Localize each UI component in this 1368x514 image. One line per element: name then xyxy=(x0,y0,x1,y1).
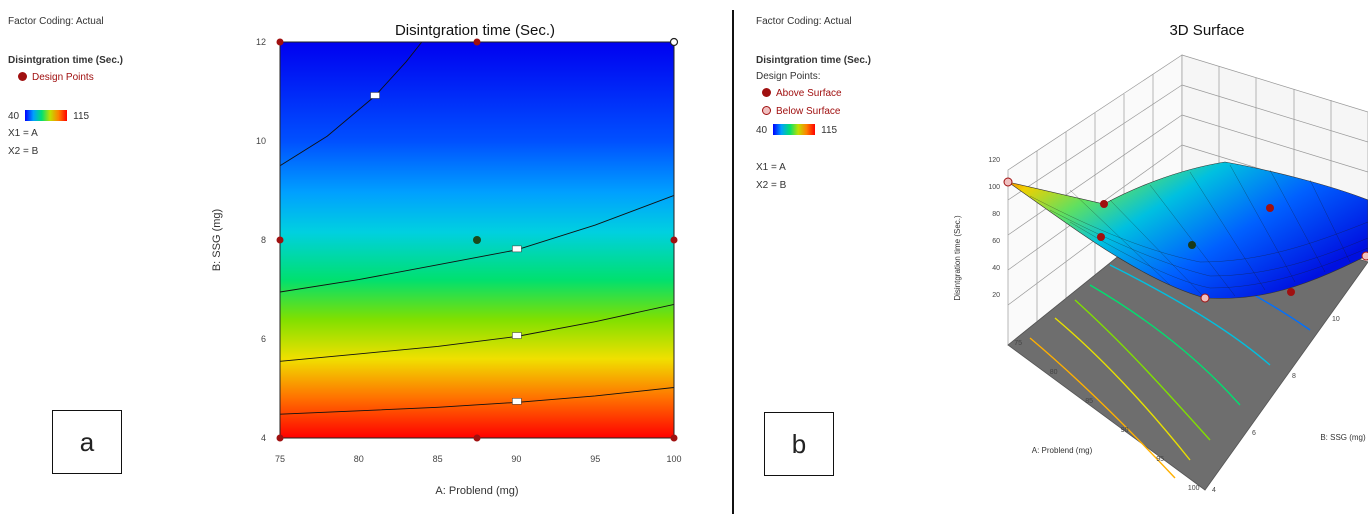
z-tick-label: 40 xyxy=(992,265,1000,272)
design-point xyxy=(276,38,284,46)
z-axis-ticks: 20 40 60 80 100 120 xyxy=(988,157,1000,299)
a-tick-label: 80 xyxy=(1050,369,1058,376)
b-tick-label: 8 xyxy=(1292,373,1296,380)
response-name: Disintgration time (Sec.) xyxy=(8,55,124,66)
contour-label-box xyxy=(512,398,522,405)
panel-label-a: a xyxy=(52,410,122,474)
design-point xyxy=(473,434,481,442)
above-surface-marker-icon xyxy=(762,88,771,97)
above-surface-point xyxy=(1287,288,1295,296)
b-tick-label: 6 xyxy=(1252,430,1256,437)
design-points-label: Design Points xyxy=(32,72,94,83)
design-point xyxy=(669,37,679,47)
below-surface-legend: Below Surface xyxy=(762,106,840,117)
contour-lines xyxy=(279,41,675,415)
z-tick-label: 100 xyxy=(988,184,1000,191)
design-point xyxy=(276,434,284,442)
x-tick-label: 100 xyxy=(666,454,681,464)
scale-max-3d: 115 xyxy=(821,125,838,136)
color-scale-3d: 40 115 xyxy=(756,124,837,136)
below-surface-point xyxy=(1200,293,1210,303)
below-surface-marker-icon xyxy=(762,106,771,115)
x-tick-label: 80 xyxy=(354,454,364,464)
a-tick-label: 95 xyxy=(1156,456,1164,463)
below-surface-label: Below Surface xyxy=(776,106,841,117)
factor-coding-label-3d: Factor Coding: Actual xyxy=(756,16,852,27)
design-point-marker-icon xyxy=(18,72,27,81)
z-axis-label: Disintgration time (Sec.) xyxy=(953,215,962,301)
response-name-3d: Disintgration time (Sec.) xyxy=(756,55,872,66)
color-scale: 40 115 xyxy=(8,110,89,122)
x1-mapping-3d: X1 = A xyxy=(756,162,786,173)
surface-mesh xyxy=(1029,164,1368,299)
b-axis-label-3d: B: SSG (mg) xyxy=(1320,433,1366,442)
contour-line xyxy=(279,303,675,362)
above-surface-legend: Above Surface xyxy=(762,88,842,99)
y-tick-label: 6 xyxy=(261,334,266,344)
scale-max: 115 xyxy=(73,111,90,122)
panel-divider xyxy=(732,10,734,514)
z-tick-label: 120 xyxy=(988,157,1000,164)
x-tick-label: 85 xyxy=(433,454,443,464)
y-axis-ticks: 4 6 8 10 12 xyxy=(256,37,266,443)
design-point xyxy=(670,434,678,442)
x-tick-label: 90 xyxy=(511,454,521,464)
scale-min: 40 xyxy=(8,111,20,122)
contour-line xyxy=(279,387,675,415)
factor-coding-label: Factor Coding: Actual xyxy=(8,16,104,27)
contour-title: Disintgration time (Sec.) xyxy=(395,22,555,39)
x-tick-label: 75 xyxy=(275,454,285,464)
z-tick-label: 60 xyxy=(992,238,1000,245)
design-points-legend: Design Points xyxy=(18,72,94,83)
design-point xyxy=(473,38,481,46)
contour-plot: Disintgration time (Sec.) 75 80 85 90 95 100 … xyxy=(211,22,682,497)
y-axis-label: B: SSG (mg) xyxy=(211,209,223,271)
response-surface xyxy=(1007,161,1368,299)
y-tick-label: 10 xyxy=(256,136,266,146)
z-tick-label: 20 xyxy=(992,292,1000,299)
b-tick-label: 4 xyxy=(1212,487,1216,494)
a-tick-label: 75 xyxy=(1014,340,1022,347)
design-point xyxy=(276,236,284,244)
b-tick-label: 10 xyxy=(1332,316,1340,323)
y-tick-label: 12 xyxy=(256,37,266,47)
a-tick-label: 100 xyxy=(1188,485,1200,492)
color-gradient-bar-3d xyxy=(773,124,816,135)
above-surface-point xyxy=(1097,233,1105,241)
a-tick-label: 90 xyxy=(1121,427,1129,434)
x-axis-ticks: 75 80 85 90 95 100 xyxy=(275,454,682,464)
x-axis-label: A: Problend (mg) xyxy=(435,485,518,497)
x2-mapping-3d: X2 = B xyxy=(756,180,787,191)
below-surface-point xyxy=(1361,251,1368,261)
a-axis-ticks: 75 80 85 90 95 100 xyxy=(1014,340,1199,492)
above-surface-point xyxy=(1100,200,1108,208)
contour-label-box xyxy=(370,92,380,99)
a-tick-label: 85 xyxy=(1085,398,1093,405)
y-tick-label: 8 xyxy=(261,235,266,245)
design-point xyxy=(473,236,481,244)
z-tick-label: 80 xyxy=(992,211,1000,218)
center-point xyxy=(1188,241,1196,249)
above-surface-point xyxy=(1266,204,1274,212)
contour-label-box xyxy=(512,332,522,339)
below-surface-point xyxy=(1003,177,1013,187)
scale-min-3d: 40 xyxy=(756,125,768,136)
surface-title: 3D Surface xyxy=(1169,22,1244,39)
color-gradient-bar xyxy=(25,110,68,121)
x-tick-label: 95 xyxy=(590,454,600,464)
y-tick-label: 4 xyxy=(261,433,266,443)
surface-design-points xyxy=(1003,177,1368,303)
x1-mapping: X1 = A xyxy=(8,128,38,139)
contour-label-box xyxy=(512,245,522,253)
design-points xyxy=(276,37,679,442)
above-surface-label: Above Surface xyxy=(776,88,842,99)
x2-mapping: X2 = B xyxy=(8,146,39,157)
design-points-heading-3d: Design Points: xyxy=(756,71,821,82)
design-point xyxy=(670,236,678,244)
contour-line xyxy=(279,194,675,293)
panel-label-b: b xyxy=(764,412,834,476)
a-axis-label-3d: A: Problend (mg) xyxy=(1032,446,1093,455)
